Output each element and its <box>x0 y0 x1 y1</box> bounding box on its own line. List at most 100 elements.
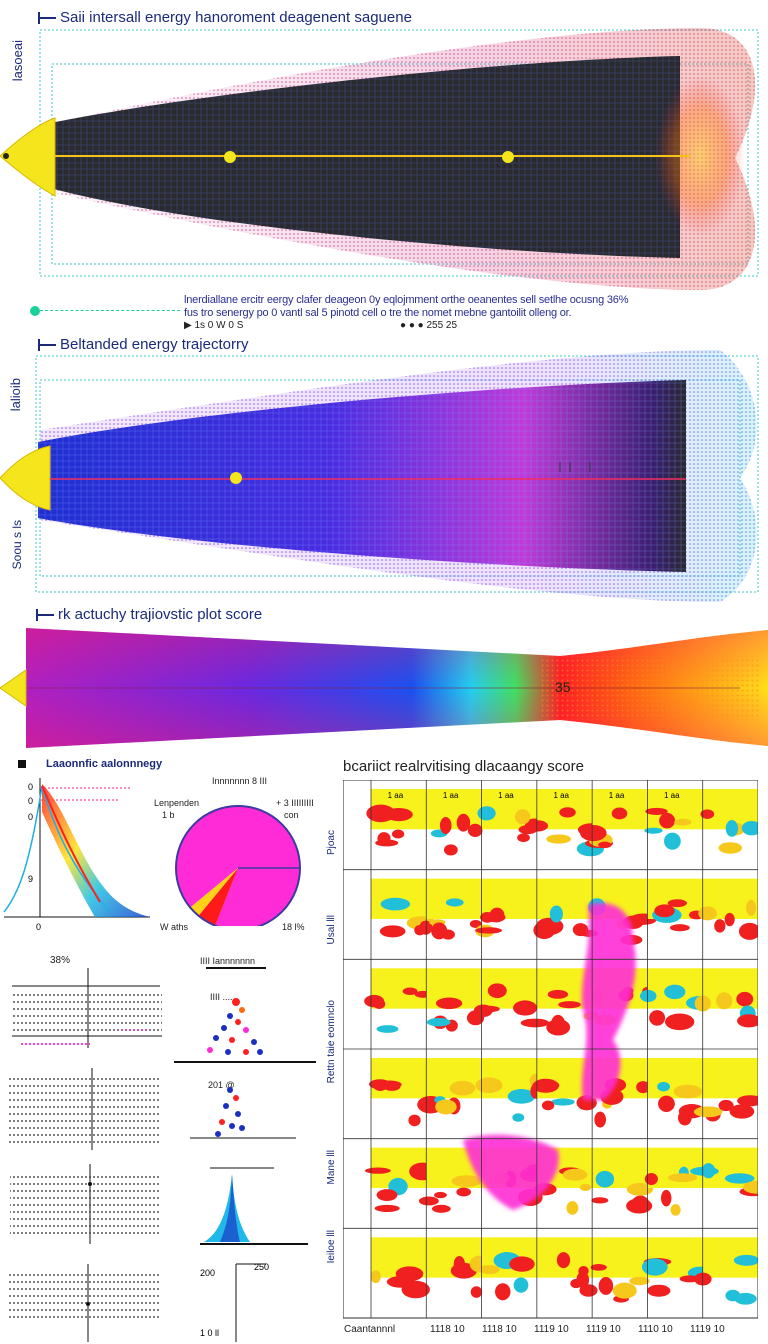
heatmap-blob <box>738 922 758 940</box>
heatmap-blob <box>376 1025 399 1033</box>
heatmap-blob <box>664 1013 695 1031</box>
heatmap-blob <box>547 989 569 999</box>
heatmap-blob <box>419 920 433 935</box>
pie-bottom-right: 18 l% <box>282 922 305 932</box>
heatmap-col-tick: 1 aa <box>553 791 569 800</box>
heatmap-blob <box>512 1113 525 1122</box>
heatmap-blob <box>449 1080 476 1096</box>
pie-right-sub: con <box>284 810 299 820</box>
heatmap-blob <box>467 823 483 837</box>
heatmap-blob <box>678 1110 692 1126</box>
heatmap-blob <box>590 1264 607 1271</box>
heatmap-blob <box>551 1014 565 1031</box>
heatmap-col-tick: 1 aa <box>664 791 680 800</box>
heatmap-blob <box>443 844 458 856</box>
heatmap-blob <box>473 1004 493 1018</box>
panel1-exhaust <box>655 76 745 236</box>
heatmap-ylabel-bot2: Ieiloe lll <box>326 1230 337 1264</box>
heatmap-blob <box>513 1277 529 1293</box>
heatmap-blob <box>570 1278 582 1289</box>
panel3-label: 35 <box>555 679 571 695</box>
heatmap-blob <box>649 1010 666 1026</box>
dot-chart-a-highlight <box>20 1038 90 1046</box>
heatmap-blob <box>558 1001 581 1009</box>
heatmap-blob <box>595 1170 615 1188</box>
heatmap-blob <box>661 1189 672 1207</box>
heatmap-ylabel-mid2: Rettn taie eomnclo <box>326 1000 337 1084</box>
panel1-note-marks: ▶ 1s 0 W 0 S <box>184 320 244 331</box>
heatmap-title: bcariict realrvitising dlacaangy score <box>343 758 584 775</box>
heatmap-blob <box>700 809 715 819</box>
heatmap-blob <box>456 813 471 832</box>
heatmap-chart: 1 aa 1 aa 1 aa 1 aa 1 aa 1 aa <box>343 780 758 1319</box>
svg-text:0: 0 <box>36 922 41 932</box>
heatmap-blob <box>644 827 663 834</box>
pie-top-label: Innnnnnn 8 III <box>212 776 268 786</box>
panel1-note-line2: fus tro senergy po 0 vantl sal 5 pinotd … <box>184 307 572 319</box>
heatmap-blob <box>517 833 530 843</box>
heatmap-blob <box>408 1114 421 1127</box>
heatmap-blob <box>673 1084 703 1099</box>
heatmap-blob <box>611 807 628 820</box>
heatmap-blob <box>377 832 391 845</box>
heatmap-blob <box>376 1189 398 1201</box>
dot-charts-left <box>8 968 162 1342</box>
heatmap-blob <box>645 807 668 815</box>
heatmap-blob <box>667 1173 698 1183</box>
pie-slice-red <box>198 868 238 926</box>
heatmap-col-tick: 1 aa <box>498 791 514 800</box>
heatmap-blob <box>364 1167 391 1174</box>
heatmap-blob <box>507 1089 536 1104</box>
heatmap-blob <box>456 1187 472 1197</box>
heatmap-ylabel-top: Pjoac <box>326 830 337 856</box>
heatmap-blob <box>598 1277 614 1295</box>
stack-charts-middle: 250 200 1 0 ll <box>174 967 316 1342</box>
heatmap-blob <box>729 1104 755 1119</box>
heatmap-magenta-blobs <box>463 903 636 1210</box>
heatmap-blob <box>725 1289 741 1302</box>
heatmap-blob <box>551 1098 575 1106</box>
heatmap-blob <box>374 1204 400 1212</box>
heatmap-col-tick: 1 aa <box>443 791 459 800</box>
heatmap-blob <box>469 920 482 928</box>
heatmap-blob <box>435 997 463 1010</box>
heatmap-blob <box>487 983 507 999</box>
heatmap-blob <box>441 929 455 940</box>
heatmap-blob <box>579 1183 592 1192</box>
heatmap-blob <box>533 921 556 940</box>
heatmap-blob <box>546 834 571 844</box>
pie-chart <box>175 805 301 926</box>
heatmap-blob <box>451 1175 482 1187</box>
heatmap-grid <box>343 780 758 1319</box>
small-chart-marker <box>18 760 26 768</box>
heatmap-blob <box>402 987 418 995</box>
heatmap-blob <box>566 1201 579 1215</box>
heatmap-blob <box>562 1168 588 1181</box>
heatmap-blob <box>386 1276 415 1288</box>
heatmap-blob <box>556 1252 571 1269</box>
heatmap-col-tick: 1 aa <box>609 791 625 800</box>
pie-slices <box>176 806 300 926</box>
heatmap-blob <box>716 992 733 1010</box>
heatmap-blob <box>737 1095 758 1107</box>
heatmap-col-tick: 1 aa <box>388 791 404 800</box>
heatmap-blob <box>714 919 726 933</box>
heatmap-blob <box>718 842 743 854</box>
heatmap-cell <box>371 1057 427 1099</box>
heatmap-blob <box>654 904 675 918</box>
heatmap-blob <box>644 1172 658 1186</box>
svg-text:250: 250 <box>254 1262 269 1272</box>
heatmap-blob <box>591 1197 609 1204</box>
heatmap-blob <box>626 1198 653 1214</box>
heatmap-blob <box>373 999 386 1009</box>
stack-mid-label: IIII Iannnnnnn <box>200 956 256 966</box>
heatmap-x-label: Caantannnl <box>344 1324 396 1335</box>
heatmap-blob <box>701 1163 716 1179</box>
pie-left-sub: 1 b <box>162 810 175 820</box>
heatmap-blob <box>724 1173 755 1184</box>
heatmap-blob <box>664 832 681 850</box>
heatmap-blob <box>495 1283 511 1301</box>
heatmap-blob <box>641 1258 668 1276</box>
panel1-marker-2 <box>502 151 514 163</box>
pie-right-label: + 3 IIIIIIIII <box>276 798 314 808</box>
